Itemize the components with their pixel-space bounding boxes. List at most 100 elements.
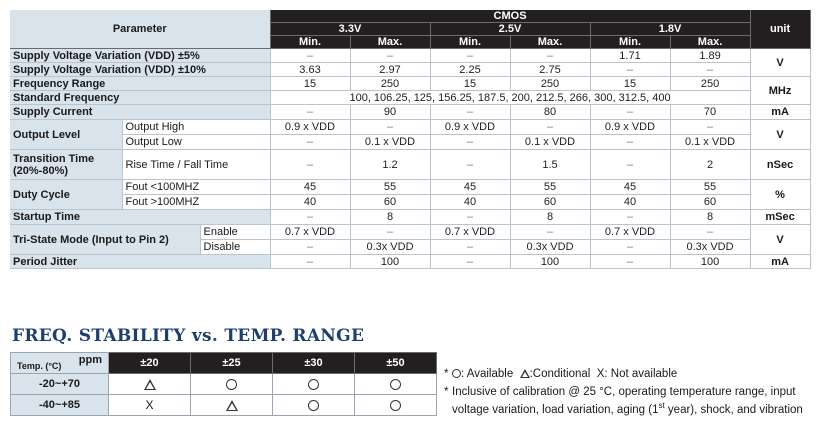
value-cell: –: [670, 62, 751, 77]
row-label-line1: Transition Time: [13, 152, 95, 165]
value-cell: 1.89: [670, 48, 751, 63]
row-period-jitter: Period Jitter – 100 – 100 – 100 mA: [10, 254, 811, 269]
value-cell: 1.71: [590, 48, 671, 63]
value-cell: 60: [350, 194, 431, 210]
legend-text: : Available :Conditional X: Not availabl…: [452, 368, 677, 381]
not-available-label: X: Not available: [596, 368, 678, 380]
value-cell: –: [510, 224, 591, 240]
value-cell: –: [510, 119, 591, 135]
value-cell: 1.5: [510, 149, 591, 180]
stability-cell: [272, 394, 355, 416]
value-cell: 0.3x VDD: [670, 239, 751, 255]
stability-cell: X: [108, 394, 191, 416]
value-cell: 100: [670, 254, 751, 269]
value-cell: 0.1 x VDD: [670, 134, 751, 150]
max-header: Max.: [350, 35, 431, 49]
value-cell: 55: [350, 179, 431, 195]
circle-icon: [226, 378, 237, 390]
value-cell: 15: [270, 76, 351, 91]
value-cell: 55: [510, 179, 591, 195]
value-cell: 0.9 x VDD: [270, 119, 351, 135]
value-cell: 60: [670, 194, 751, 210]
row-label: Tri-State Mode (Input to Pin 2): [10, 224, 201, 255]
value-cell: –: [670, 119, 751, 135]
stability-column-header: ±20: [108, 352, 191, 374]
value-cell: 0.7 x VDD: [270, 224, 351, 240]
voltage-header: 3.3V: [270, 22, 431, 36]
stability-title: FREQ. STABILITY vs. TEMP. RANGE: [12, 326, 365, 346]
row-label: Supply Voltage Variation (VDD) ±10%: [10, 62, 271, 77]
row-supply-voltage-5: Supply Voltage Variation (VDD) ±5% – – –…: [10, 48, 811, 77]
value-cell: –: [270, 149, 351, 180]
value-cell: –: [430, 254, 511, 269]
legend-note: * : Available :Conditional X: Not availa…: [444, 368, 816, 381]
not-available-mark: X: [145, 398, 154, 412]
voltage-header: 1.8V: [590, 22, 751, 36]
voltage-header: 2.5V: [430, 22, 591, 36]
unit-cell: MHz: [750, 76, 811, 105]
row-label: Supply Current: [10, 104, 271, 120]
row-output-low: Output Low – 0.1 x VDD – 0.1 x VDD – 0.1…: [10, 134, 810, 150]
value-cell: –: [270, 239, 351, 255]
unit-cell: V: [750, 48, 811, 77]
row-startup-time: Startup Time – 8 – 8 – 8 mSec: [10, 209, 811, 225]
value-cell: 40: [590, 194, 671, 210]
stability-cell: [108, 373, 191, 395]
value-cell: 8: [350, 209, 431, 225]
value-cell: 70: [670, 104, 751, 120]
value-cell: –: [270, 104, 351, 120]
unit-cell: V: [750, 119, 811, 150]
value-cell: 0.7 x VDD: [590, 224, 671, 240]
note-star: *: [444, 386, 449, 398]
circle-icon: [308, 378, 319, 390]
stability-corner-header: ppm Temp. (°C): [10, 352, 109, 374]
max-header: Max.: [670, 35, 751, 49]
value-cell: 2.75: [510, 62, 591, 77]
row-label: Supply Voltage Variation (VDD) ±5%: [10, 48, 271, 63]
value-cell: –: [270, 254, 351, 269]
sub-label: Output High: [122, 119, 271, 135]
triangle-icon: [225, 399, 238, 411]
stability-cell: [354, 373, 437, 395]
value-cell: –: [430, 149, 511, 180]
temp-range: -40~+85: [10, 394, 109, 416]
row-supply-current: Supply Current – 90 – 80 – 70 mA: [10, 104, 811, 120]
value-cell: 15: [430, 76, 511, 91]
row-duty-cycle-low: Duty Cycle Fout <100MHZ 45 55 45 55 45 5…: [10, 179, 811, 210]
value-cell: 45: [590, 179, 671, 195]
value-cell: 100: [350, 254, 431, 269]
triangle-icon: [143, 378, 156, 390]
stability-column-header: ±50: [354, 352, 437, 374]
value-cell: 90: [350, 104, 431, 120]
row-frequency-range: Frequency Range 15 250 15 250 15 250 MHz: [10, 76, 811, 105]
value-cell: 250: [670, 76, 751, 91]
unit-cell: mA: [750, 254, 811, 269]
calibration-text: Inclusive of calibration @ 25 °C, operat…: [452, 386, 816, 417]
stability-cell: [190, 373, 273, 395]
calibration-sup: st: [658, 401, 665, 410]
value-cell: 0.3x VDD: [510, 239, 591, 255]
min-header: Min.: [590, 35, 671, 49]
max-header: Max.: [510, 35, 591, 49]
value-cell: 0.9 x VDD: [430, 119, 511, 135]
value-cell: –: [350, 48, 431, 63]
value-cell: 3.63: [270, 62, 351, 77]
unit-cell: nSec: [750, 149, 811, 180]
row-standard-frequency: Standard Frequency 100, 106.25, 125, 156…: [10, 90, 810, 105]
triangle-icon: [519, 369, 530, 378]
row-label: Duty Cycle: [10, 179, 123, 210]
unit-cell: V: [750, 224, 811, 255]
row-label: Standard Frequency: [10, 90, 271, 105]
circle-icon: [452, 369, 461, 378]
value-cell: 100: [510, 254, 591, 269]
value-cell: 60: [510, 194, 591, 210]
min-header: Min.: [270, 35, 351, 49]
value-cell: –: [590, 209, 671, 225]
value-cell: –: [350, 119, 431, 135]
available-label: : Available: [461, 368, 514, 380]
row-label: Frequency Range: [10, 76, 271, 91]
value-cell: 45: [270, 179, 351, 195]
value-cell: 15: [590, 76, 671, 91]
value-cell: –: [270, 209, 351, 225]
unit-cell: mSec: [750, 209, 811, 225]
